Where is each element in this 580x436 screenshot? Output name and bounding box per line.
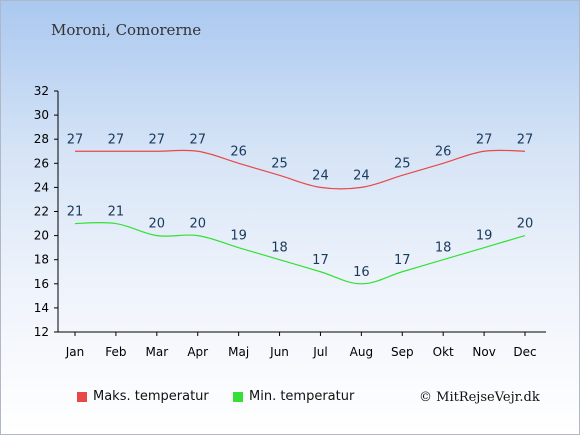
data-label: 24 bbox=[312, 168, 329, 183]
data-label: 27 bbox=[517, 132, 534, 147]
data-label: 26 bbox=[230, 144, 247, 159]
x-tick-label: Jul bbox=[312, 345, 327, 359]
y-tick-label: 22 bbox=[34, 205, 49, 219]
data-label: 27 bbox=[189, 132, 206, 147]
chart-title: Moroni, Comorerne bbox=[51, 21, 202, 39]
credit-text: © MitRejseVejr.dk bbox=[419, 390, 540, 405]
series-line-min bbox=[74, 221, 526, 285]
x-tick-label: Feb bbox=[105, 345, 126, 359]
data-label: 21 bbox=[67, 205, 84, 220]
legend-min: Min. temperatur bbox=[233, 389, 354, 404]
y-tick-label: 32 bbox=[34, 84, 49, 98]
legend-min-swatch bbox=[233, 391, 243, 402]
data-label: 19 bbox=[476, 229, 493, 244]
x-tick-label: Okt bbox=[433, 345, 454, 359]
data-label: 17 bbox=[394, 253, 411, 268]
y-tick-label: 26 bbox=[34, 156, 49, 170]
y-tick-label: 24 bbox=[34, 180, 49, 194]
y-tick-label: 14 bbox=[34, 301, 49, 315]
data-label: 27 bbox=[67, 132, 84, 147]
legend-max-swatch bbox=[77, 391, 87, 402]
data-label: 18 bbox=[435, 241, 452, 256]
x-tick-label: Jan bbox=[65, 345, 85, 359]
data-label: 27 bbox=[476, 132, 493, 147]
data-label: 18 bbox=[271, 241, 288, 256]
y-tick-label: 30 bbox=[34, 108, 49, 122]
legend-min-label: Min. temperatur bbox=[249, 389, 355, 404]
y-tick-label: 16 bbox=[34, 277, 49, 291]
data-label: 25 bbox=[394, 156, 411, 171]
x-tick-label: Sep bbox=[391, 345, 414, 359]
y-tick-label: 28 bbox=[34, 132, 49, 146]
y-tick-label: 20 bbox=[34, 229, 49, 243]
data-label: 26 bbox=[435, 144, 452, 159]
x-tick-label: Mar bbox=[145, 345, 168, 359]
data-label: 20 bbox=[149, 217, 166, 232]
data-label: 27 bbox=[108, 132, 125, 147]
series-line-max bbox=[75, 149, 526, 190]
legend-max-label: Maks. temperatur bbox=[93, 389, 209, 404]
x-tick-label: Jun bbox=[269, 345, 289, 359]
x-tick-label: Maj bbox=[228, 345, 249, 359]
data-label: 25 bbox=[271, 156, 288, 171]
data-label: 27 bbox=[149, 132, 166, 147]
data-label: 24 bbox=[353, 168, 370, 183]
data-label: 19 bbox=[230, 229, 247, 244]
y-tick-label: 12 bbox=[34, 325, 49, 339]
data-label: 16 bbox=[353, 265, 370, 280]
data-label: 20 bbox=[517, 217, 534, 232]
data-label: 17 bbox=[312, 253, 329, 268]
x-tick-label: Dec bbox=[513, 345, 536, 359]
y-tick-label: 18 bbox=[34, 253, 49, 267]
legend-max: Maks. temperatur bbox=[77, 389, 209, 404]
x-tick-label: Apr bbox=[187, 345, 208, 359]
x-tick-label: Nov bbox=[472, 345, 495, 359]
x-tick-label: Aug bbox=[350, 345, 373, 359]
data-label: 21 bbox=[108, 205, 125, 220]
data-label: 20 bbox=[189, 217, 206, 232]
